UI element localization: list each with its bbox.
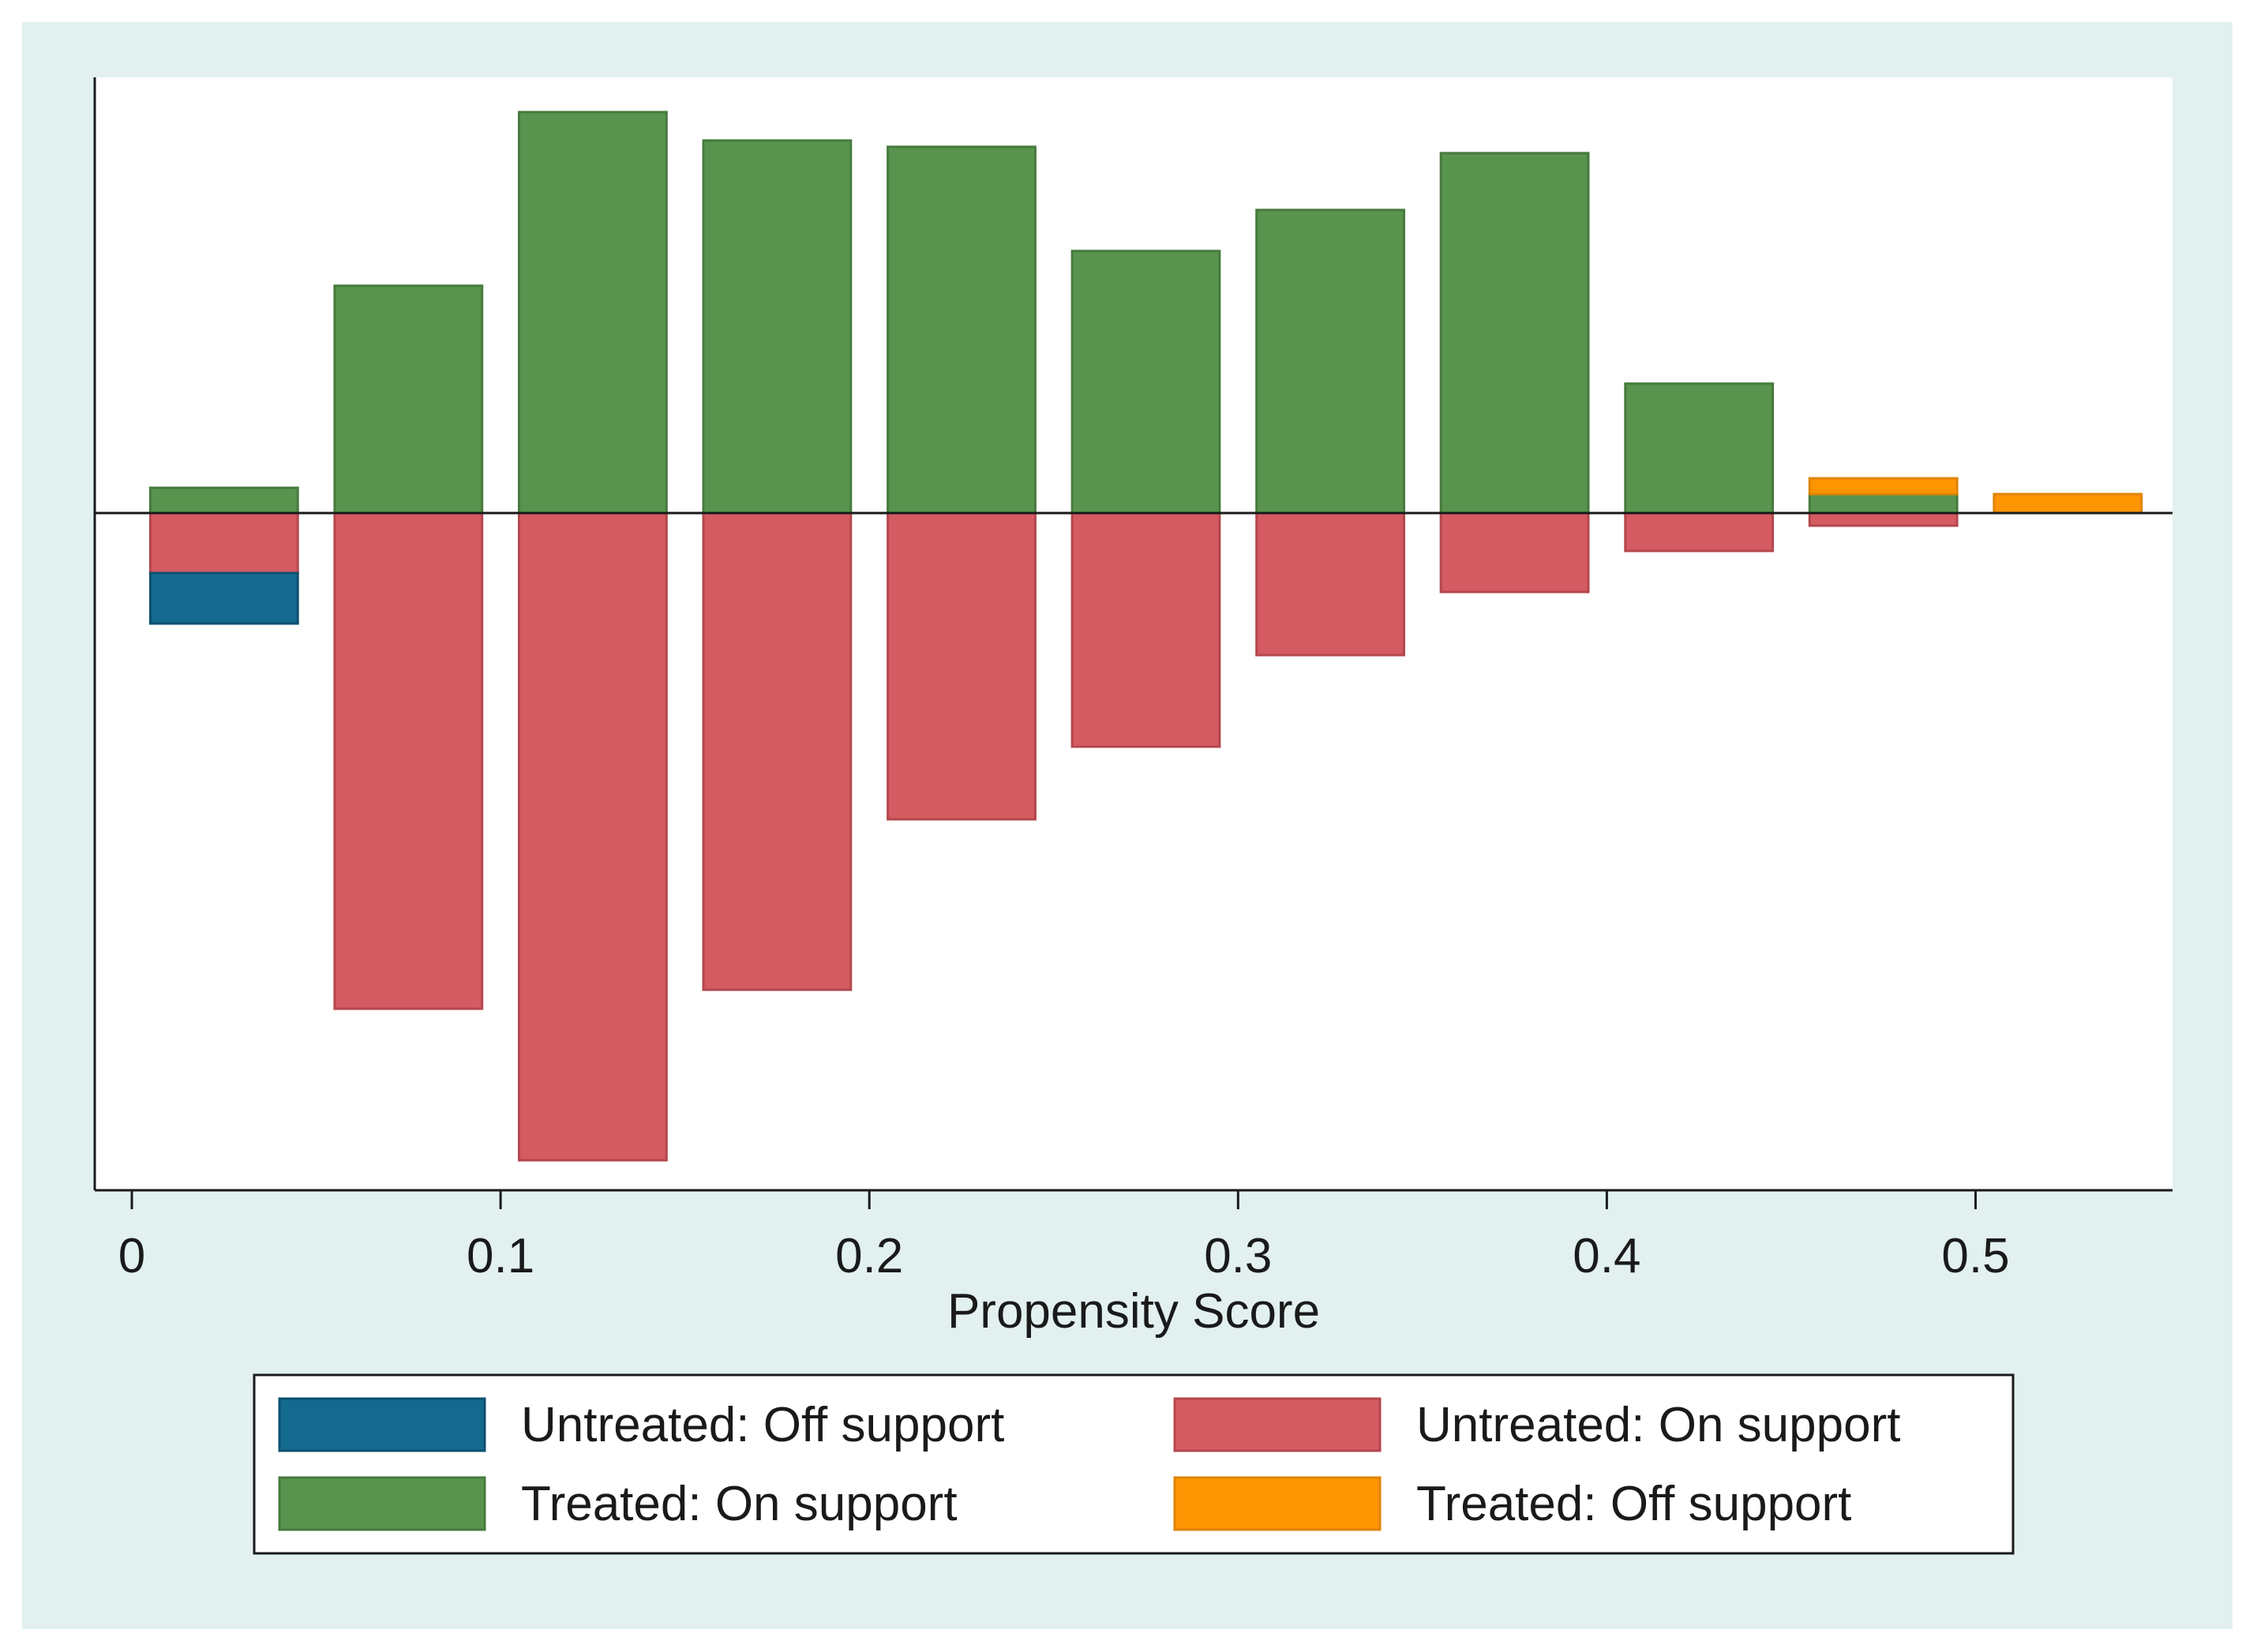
bar-untreated-on-support-bin-7 [1439, 511, 1590, 594]
bar-untreated-on-support-bin-5 [1070, 511, 1221, 748]
legend: Untreated: Off support Untreated: On sup… [253, 1373, 2015, 1555]
bar-treated-on-support-bin-7 [1439, 152, 1590, 515]
bar-untreated-on-support-bin-3 [702, 511, 853, 991]
legend-box [253, 1373, 2015, 1555]
x-tick-label-4: 0.4 [1573, 1229, 1640, 1283]
x-tick-label-5: 0.5 [1941, 1229, 2009, 1283]
x-tick-label-1: 0.1 [467, 1229, 534, 1283]
bar-treated-on-support-bin-0 [148, 486, 299, 515]
bar-untreated-on-support-bin-9 [1808, 511, 1959, 527]
legend-swatch-untreated-on [1173, 1397, 1382, 1452]
bar-treated-on-support-bin-2 [518, 111, 668, 515]
x-ticks-layer: 0 0.1 0.2 0.3 0.4 0.5 [118, 1190, 2010, 1283]
bar-treated-off-support-bin-10 [1993, 493, 2143, 515]
bar-untreated-on-support-bin-8 [1624, 511, 1775, 553]
legend-swatch-treated-off [1173, 1476, 1382, 1531]
bar-untreated-on-support-bin-4 [887, 511, 1037, 821]
bar-treated-on-support-bin-1 [333, 284, 484, 515]
bar-untreated-on-support-bin-2 [518, 511, 668, 1162]
legend-label-treated-off: Treated: Off support [1416, 1477, 1851, 1531]
legend-swatch-treated-on [278, 1476, 486, 1531]
legend-label-treated-on: Treated: On support [521, 1477, 958, 1531]
x-axis-title: Propensity Score [947, 1284, 1320, 1339]
bar-untreated-on-support-bin-1 [333, 511, 484, 1010]
bar-treated-on-support-bin-8 [1624, 382, 1775, 515]
legend-swatch-untreated-off [278, 1397, 486, 1452]
bar-treated-on-support-bin-3 [702, 139, 853, 515]
x-tick-label-0: 0 [118, 1229, 145, 1283]
bar-untreated-off-support-bin-0 [148, 571, 299, 625]
bar-treated-on-support-bin-4 [887, 145, 1037, 515]
legend-label-untreated-on: Untreated: On support [1416, 1398, 1900, 1452]
legend-label-untreated-off: Untreated: Off support [521, 1398, 1004, 1452]
bar-treated-on-support-bin-5 [1070, 249, 1221, 515]
bar-untreated-on-support-bin-6 [1255, 511, 1405, 657]
bar-treated-on-support-bin-9 [1808, 493, 1959, 515]
bar-treated-off-support-bin-9 [1808, 477, 1959, 496]
bar-untreated-on-support-bin-0 [148, 511, 299, 575]
x-tick-label-2: 0.2 [835, 1229, 903, 1283]
x-tick-label-3: 0.3 [1204, 1229, 1272, 1283]
bar-treated-on-support-bin-6 [1255, 208, 1405, 515]
